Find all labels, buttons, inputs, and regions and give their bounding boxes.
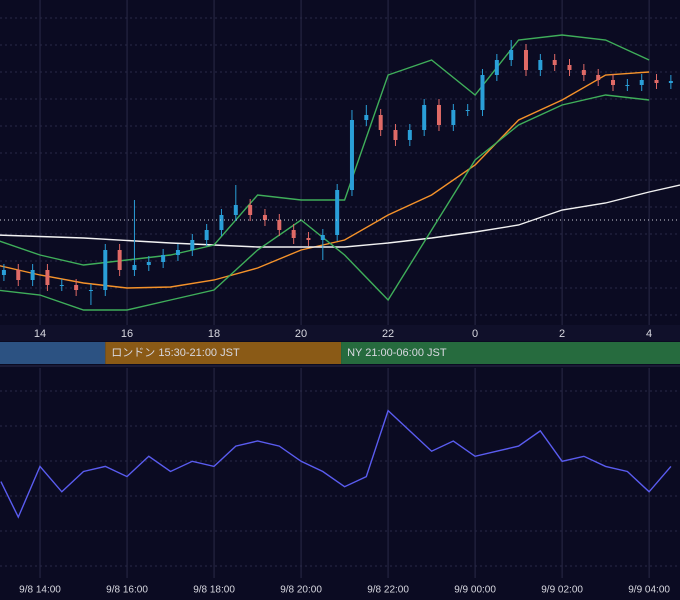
x-tick-label: 22 <box>382 328 394 340</box>
candle-body <box>523 50 528 70</box>
candle-body <box>74 285 79 290</box>
x-tick-label: 9/8 20:00 <box>280 585 322 596</box>
candle-body <box>407 130 412 140</box>
candle-body <box>146 262 151 265</box>
candle-body <box>103 250 108 290</box>
x-tick-label: 9/8 22:00 <box>367 585 409 596</box>
candle-body <box>364 115 369 120</box>
candle-body <box>451 110 456 125</box>
x-tick-label: 9/8 16:00 <box>106 585 148 596</box>
candle-body <box>611 80 616 85</box>
candle-body <box>219 215 224 230</box>
candle-body <box>509 50 514 60</box>
candle-body <box>596 75 601 80</box>
candle-body <box>567 65 572 70</box>
session-band <box>105 342 342 364</box>
candle-body <box>175 250 180 255</box>
candle-body <box>306 238 311 240</box>
x-axis-strip <box>0 325 680 341</box>
candle-body <box>291 230 296 238</box>
line-series <box>0 184 680 248</box>
candle-body <box>132 265 137 270</box>
x-tick-label: 18 <box>208 328 220 340</box>
candle-body <box>248 205 253 215</box>
candle-body <box>335 190 340 235</box>
x-tick-label: 20 <box>295 328 307 340</box>
session-label: NY 21:00-06:00 JST <box>347 347 447 359</box>
candle-body <box>117 250 122 270</box>
candle-body <box>233 205 238 215</box>
candle-body <box>581 70 586 75</box>
candle-body <box>668 81 673 83</box>
candle-body <box>88 290 93 291</box>
x-tick-label: 0 <box>472 328 478 340</box>
candle-body <box>204 230 209 240</box>
candle-body <box>45 270 50 285</box>
candle-body <box>262 215 267 220</box>
x-tick-label: 9/9 02:00 <box>541 585 583 596</box>
x-tick-label: 9/9 00:00 <box>454 585 496 596</box>
session-band <box>341 342 680 364</box>
candle-body <box>59 285 64 286</box>
candle-body <box>422 105 427 130</box>
x-tick-label: 2 <box>559 328 565 340</box>
candle-body <box>494 60 499 75</box>
candle-body <box>1 270 6 275</box>
x-tick-label: 14 <box>34 328 46 340</box>
x-tick-label: 9/8 14:00 <box>19 585 61 596</box>
candle-body <box>639 80 644 85</box>
session-band <box>0 342 106 364</box>
session-label: ロンドン 15:30-21:00 JST <box>111 347 240 359</box>
line-series <box>0 409 672 519</box>
candle-body <box>654 80 659 83</box>
x-tick-label: 4 <box>646 328 652 340</box>
candle-body <box>277 220 282 230</box>
candle-body <box>393 130 398 140</box>
candle-body <box>190 240 195 250</box>
x-tick-label: 9/9 04:00 <box>628 585 670 596</box>
candle-body <box>16 270 21 280</box>
candle-body <box>349 120 354 190</box>
candle-body <box>320 235 325 240</box>
candle-body <box>30 270 35 280</box>
x-tick-label: 9/8 18:00 <box>193 585 235 596</box>
candle-body <box>480 75 485 110</box>
x-tick-label: 16 <box>121 328 133 340</box>
candle-body <box>552 60 557 65</box>
candle-body <box>465 110 470 111</box>
candle-body <box>161 255 166 262</box>
candle-body <box>378 115 383 130</box>
candle-body <box>538 60 543 70</box>
candle-body <box>625 85 630 86</box>
candle-body <box>436 105 441 125</box>
